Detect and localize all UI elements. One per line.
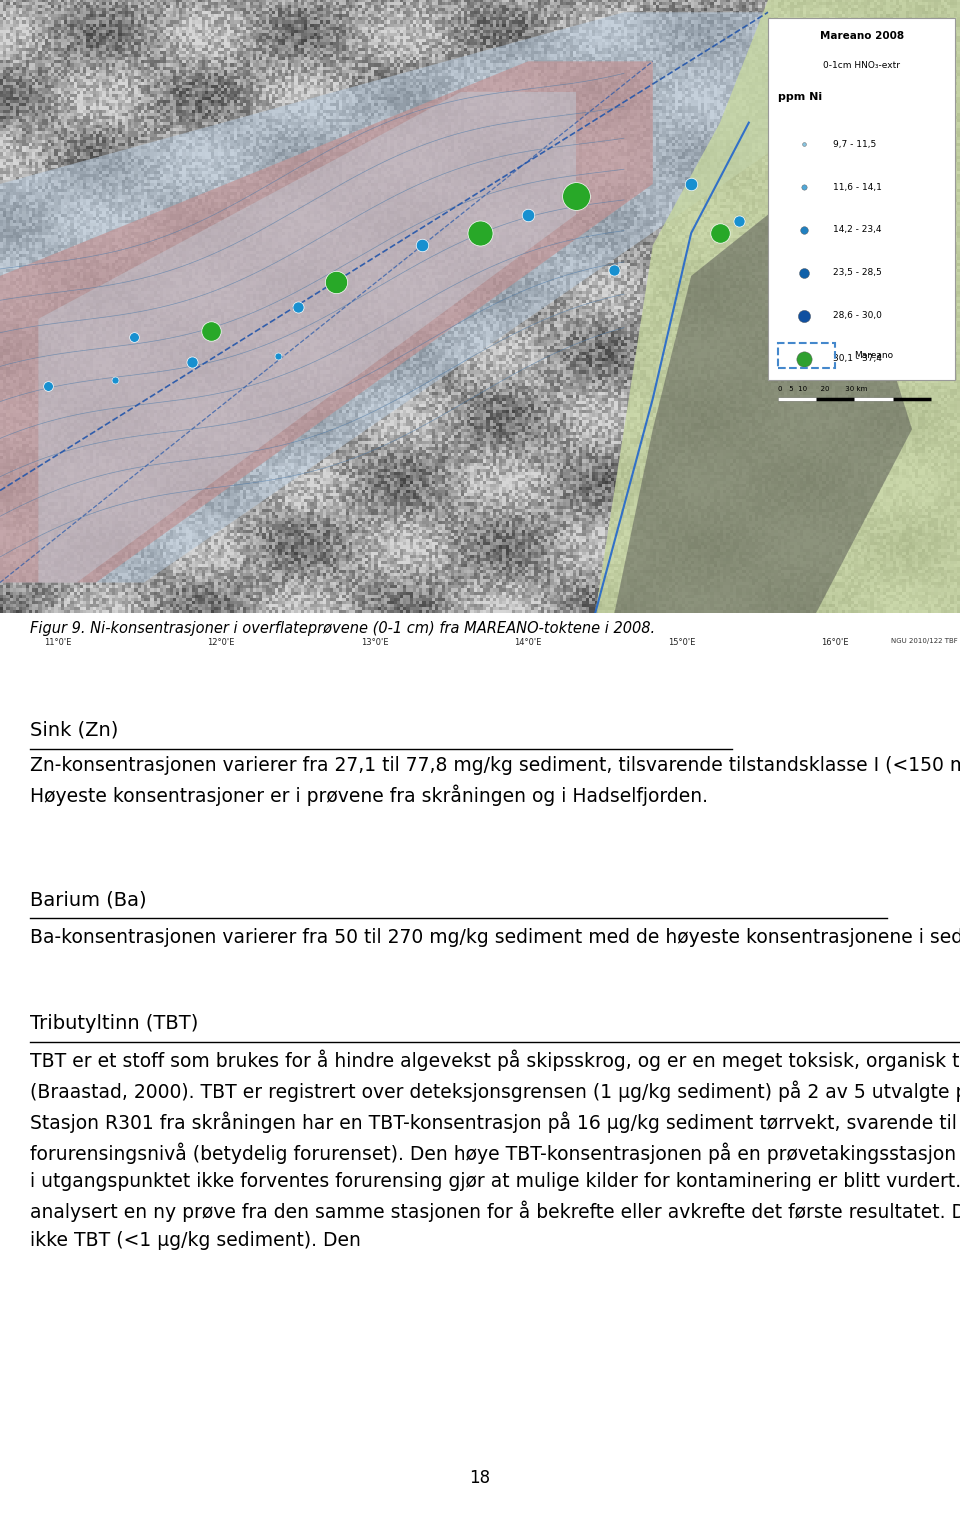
Text: Mareano: Mareano <box>854 351 894 360</box>
Text: 14,2 - 23,4: 14,2 - 23,4 <box>833 226 882 235</box>
Text: 12°0'E: 12°0'E <box>207 637 234 646</box>
Text: 11,6 - 14,1: 11,6 - 14,1 <box>833 183 882 191</box>
Text: TBT er et stoff som brukes for å hindre algevekst på skipsskrog, og er en meget : TBT er et stoff som brukes for å hindre … <box>30 1049 960 1249</box>
Text: Barium (Ba): Barium (Ba) <box>30 890 147 908</box>
Text: 16°0'E: 16°0'E <box>822 637 849 646</box>
Text: 14°0'E: 14°0'E <box>515 637 541 646</box>
Text: ppm Ni: ppm Ni <box>778 92 822 101</box>
Polygon shape <box>0 61 653 583</box>
Text: NGU 2010/122 TBF: NGU 2010/122 TBF <box>891 637 958 643</box>
Text: 0-1cm HNO₃-extr: 0-1cm HNO₃-extr <box>823 61 900 70</box>
Text: 23,5 - 28,5: 23,5 - 28,5 <box>833 268 882 277</box>
Text: 0   5  10      20       30 km: 0 5 10 20 30 km <box>778 386 867 392</box>
Text: Mareano 2008: Mareano 2008 <box>820 30 903 41</box>
Text: 13°0'E: 13°0'E <box>361 637 388 646</box>
Text: Tributyltinn (TBT): Tributyltinn (TBT) <box>30 1013 199 1033</box>
Text: 28,6 - 30,0: 28,6 - 30,0 <box>833 312 882 321</box>
Polygon shape <box>614 215 912 613</box>
Text: Sink (Zn): Sink (Zn) <box>30 721 118 740</box>
Text: 9,7 - 11,5: 9,7 - 11,5 <box>833 139 876 148</box>
Text: Figur 9. Ni-konsentrasjoner i overflateprøvene (0-1 cm) fra MAREANO-toktene i 20: Figur 9. Ni-konsentrasjoner i overflatep… <box>30 621 655 636</box>
Text: 15°0'E: 15°0'E <box>668 637 695 646</box>
Polygon shape <box>595 0 960 613</box>
Polygon shape <box>38 92 576 583</box>
Text: 18: 18 <box>469 1469 491 1487</box>
Text: 30,1 - 37,4: 30,1 - 37,4 <box>833 354 882 363</box>
FancyBboxPatch shape <box>768 18 955 380</box>
Text: Ba-konsentrasjonen varierer fra 50 til 270 mg/kg sediment med de høyeste konsent: Ba-konsentrasjonen varierer fra 50 til 2… <box>30 925 960 946</box>
Polygon shape <box>0 12 768 583</box>
Text: 11°0'E: 11°0'E <box>44 637 71 646</box>
Text: Zn-konsentrasjonen varierer fra 27,1 til 77,8 mg/kg sediment, tilsvarende tilsta: Zn-konsentrasjonen varierer fra 27,1 til… <box>30 755 960 807</box>
